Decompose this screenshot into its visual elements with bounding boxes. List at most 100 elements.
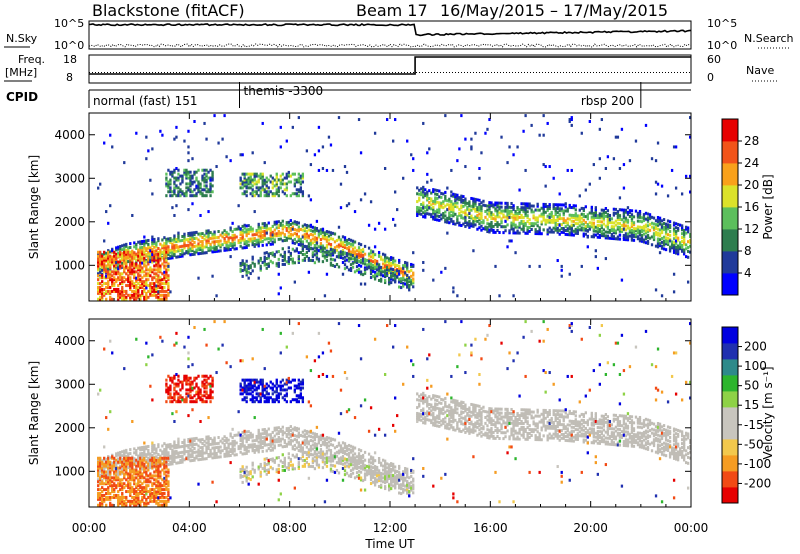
velocity-cell	[189, 384, 192, 388]
power-cell	[167, 247, 170, 251]
power-cell	[516, 208, 519, 212]
power-cell	[560, 209, 563, 213]
power-cell	[329, 263, 333, 267]
power-cell	[596, 214, 599, 218]
power-cell	[285, 228, 288, 232]
power-cell	[353, 250, 357, 254]
velocity-cell	[151, 448, 154, 452]
power-cell	[243, 190, 246, 194]
power-cell	[157, 284, 160, 288]
power-cell	[129, 266, 132, 270]
nsearch-label: N.Search	[744, 32, 794, 45]
power-cell	[450, 194, 453, 198]
velocity-cell	[145, 490, 148, 494]
power-cell	[99, 260, 102, 264]
power-cell	[381, 270, 385, 274]
velocity-cell	[139, 503, 142, 507]
velocity-cell	[105, 482, 108, 486]
power-cell	[548, 230, 551, 234]
power-cell	[474, 197, 477, 201]
power-cell	[462, 222, 465, 226]
power-cell	[558, 217, 561, 221]
power-cell	[632, 223, 636, 227]
power-cell	[173, 238, 176, 242]
power-cell	[514, 225, 517, 229]
power-cell	[608, 213, 612, 217]
velocity-cell	[99, 488, 102, 492]
velocity-cell	[143, 441, 146, 445]
power-cell	[151, 253, 154, 257]
power-cell	[464, 201, 467, 205]
velocity-cell	[191, 382, 194, 386]
power-cell	[139, 278, 142, 282]
power-cell	[191, 202, 194, 206]
power-cell	[660, 219, 664, 223]
power-cell	[383, 273, 387, 277]
power-cell	[317, 229, 321, 233]
cpid-mode-label: themis -3300	[244, 84, 324, 98]
power-cell	[548, 165, 551, 169]
power-cell	[209, 242, 212, 246]
power-cell	[111, 278, 114, 282]
power-cell	[263, 259, 266, 263]
power-cell	[502, 209, 505, 213]
power-cell	[430, 203, 433, 207]
power-cell	[444, 204, 447, 208]
power-cell	[301, 224, 305, 228]
velocity-cell	[135, 466, 138, 470]
velocity-cell	[189, 447, 192, 451]
velocity-cell	[173, 446, 176, 450]
velocity-cell	[157, 458, 160, 462]
power-cell	[119, 266, 122, 270]
velocity-cell	[135, 490, 138, 494]
power-cell	[107, 266, 110, 270]
velocity-cell	[191, 445, 194, 449]
velocity-cell	[113, 466, 116, 470]
power-cell	[139, 280, 142, 284]
velocity-cell	[181, 444, 184, 448]
power-cell	[658, 220, 662, 224]
power-cell	[263, 194, 266, 198]
velocity-cell	[101, 462, 104, 466]
power-cell	[169, 237, 172, 241]
power-cell	[121, 295, 124, 299]
power-cell	[249, 237, 252, 241]
power-cell	[165, 293, 168, 297]
power-cell	[430, 191, 433, 195]
power-cell	[253, 194, 256, 198]
velocity-cell	[107, 456, 110, 460]
velocity-cell	[107, 468, 110, 472]
power-cell	[131, 260, 134, 264]
power-cell	[592, 211, 595, 215]
power-cell	[686, 240, 690, 244]
power-cell	[548, 205, 551, 209]
power-cell	[219, 233, 222, 237]
power-cell	[512, 219, 515, 223]
power-cell	[359, 254, 363, 258]
velocity-cell	[201, 457, 204, 461]
power-cell	[245, 228, 248, 232]
velocity-cell	[165, 388, 168, 392]
power-cell	[379, 265, 383, 269]
nave-label: Nave	[746, 64, 774, 77]
power-cell	[612, 213, 616, 217]
power-cell	[472, 218, 475, 222]
velocity-cell	[199, 457, 202, 461]
power-cell	[387, 268, 391, 272]
velocity-cell	[171, 400, 174, 404]
power-cell	[143, 282, 146, 286]
velocity-cell	[159, 499, 162, 503]
velocity-cell	[99, 469, 102, 473]
power-cell	[456, 159, 459, 163]
velocity-cell	[133, 482, 136, 486]
velocity-cell	[189, 394, 192, 398]
power-cell	[494, 203, 497, 207]
power-cell	[556, 259, 559, 263]
power-cell	[185, 238, 188, 242]
power-cell	[512, 227, 515, 231]
power-cell	[406, 139, 409, 143]
power-cell	[315, 253, 319, 257]
power-cell	[390, 269, 393, 273]
power-cell	[229, 248, 232, 252]
power-cell	[127, 280, 130, 284]
